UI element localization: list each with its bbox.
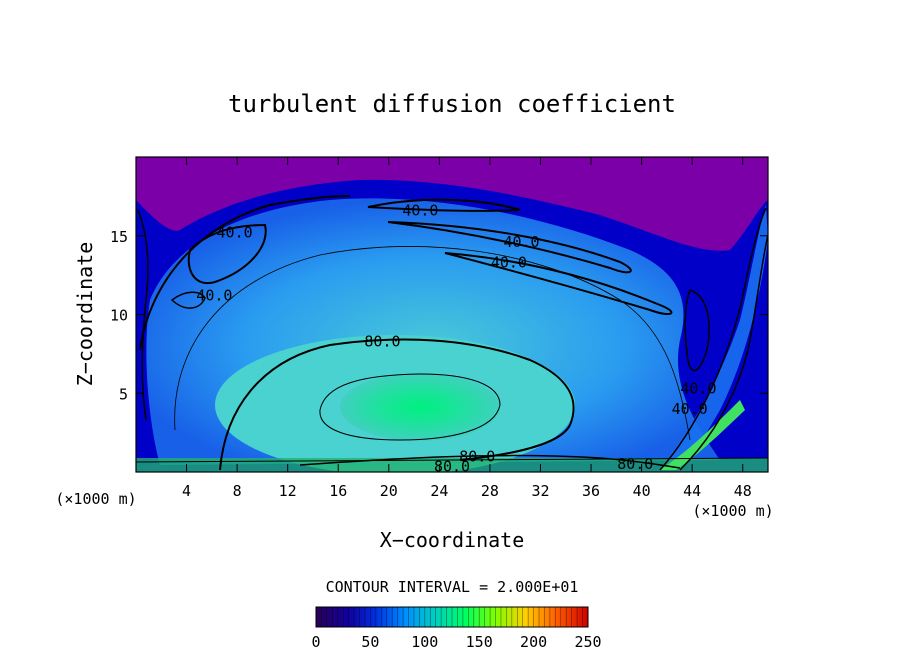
colorbar-ticks: 0 50 100 150 200 250	[311, 633, 601, 651]
contour-right-jet-2	[679, 234, 768, 471]
colorbar-tick-label: 100	[411, 633, 438, 651]
contour-thin-outer	[174, 246, 691, 441]
contour-label: 40.0	[196, 287, 232, 305]
contour-label: 80.0	[434, 457, 470, 475]
chart-title: turbulent diffusion coefficient	[228, 90, 676, 118]
contour-interval-text: CONTOUR INTERVAL = 2.000E+01	[326, 578, 579, 596]
right-jet-region	[660, 205, 768, 470]
x-unit-left: (×1000 m)	[55, 490, 136, 508]
colorbar-frame	[315, 606, 589, 628]
contour-label: 40.0	[491, 254, 527, 272]
colorbar-tick-label: 200	[520, 633, 547, 651]
contour-label: 40.0	[503, 233, 539, 251]
x-tick-label: 32	[531, 482, 549, 500]
colorbar-tick-label: 250	[574, 633, 601, 651]
contour-right-jet-1	[659, 207, 767, 471]
x-tick-label: 4	[182, 482, 191, 500]
x-tick-label: 8	[233, 482, 242, 500]
contour-40-mid-band	[444, 252, 673, 316]
y-tick-label: 15	[110, 228, 128, 246]
contour-right-loop	[684, 289, 710, 372]
contour-40-left-loop	[187, 223, 267, 285]
x-tick-label: 28	[481, 482, 499, 500]
contour-label: 80.0	[364, 332, 400, 350]
y-axis-label: Z−coordinate	[73, 242, 97, 387]
contour-40-left-small	[170, 291, 206, 309]
y-tick-label: 5	[119, 385, 128, 403]
colorbar-tick-label: 0	[311, 633, 320, 651]
x-tick-label: 36	[582, 482, 600, 500]
x-tick-label: 20	[380, 482, 398, 500]
colorbar: 0 50 100 150 200 250	[311, 606, 602, 651]
core-green-region	[340, 373, 500, 441]
x-tick-label: 16	[329, 482, 347, 500]
x-axis-ticks: 4 8 12 16 20 24 28 32 36 40 44 48	[182, 157, 752, 500]
plot-area: 40.040.040.040.040.080.080.080.0 80.040.0…	[136, 157, 768, 475]
x-unit-right: (×1000 m)	[692, 502, 773, 520]
contour-surface	[136, 457, 768, 463]
contour-left-edge	[137, 209, 149, 421]
contour-label: 40.0	[217, 224, 253, 242]
contour-40-top	[367, 198, 521, 212]
contour-label: 40.0	[402, 202, 438, 220]
colorbar-stripes	[321, 607, 583, 627]
contour-80-main	[219, 338, 575, 471]
contour-40-upper-band	[387, 221, 632, 274]
contour-100-core	[319, 373, 501, 441]
contour-label: 80.0	[617, 455, 653, 473]
colorbar-tick-label: 50	[361, 633, 379, 651]
y-tick-label: 10	[110, 307, 128, 325]
x-tick-label: 24	[430, 482, 448, 500]
contour-labels: 40.040.040.040.040.080.080.080.0 80.040.0…	[196, 202, 716, 475]
colorbar-tick-label: 150	[466, 633, 493, 651]
contour-40-left-arc	[139, 195, 351, 351]
y-axis-ticks: 5 10 15	[110, 228, 768, 403]
contour-label: 80.0	[459, 447, 495, 465]
contour-label: 40.0	[680, 380, 716, 398]
contour-label: 40.0	[672, 400, 708, 418]
x-tick-label: 40	[633, 482, 651, 500]
right-green-streak	[660, 400, 745, 470]
x-axis-label: X−coordinate	[380, 528, 525, 552]
x-tick-label: 48	[734, 482, 752, 500]
x-tick-label: 44	[683, 482, 701, 500]
contour-lines	[136, 195, 768, 471]
x-tick-label: 12	[279, 482, 297, 500]
